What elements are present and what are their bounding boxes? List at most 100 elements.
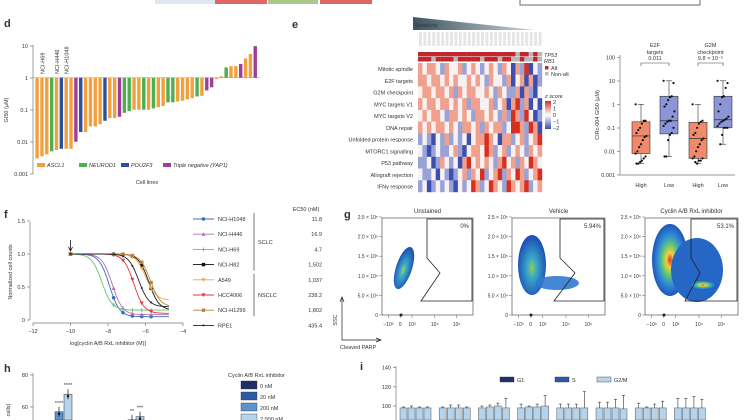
heatmap-cell xyxy=(519,63,525,75)
column-label xyxy=(520,32,524,46)
bar xyxy=(239,63,243,78)
data-point xyxy=(637,128,640,132)
y-tick-label: 0.001 xyxy=(601,173,615,179)
heatmap-cell xyxy=(475,121,481,134)
heatmap-cell xyxy=(471,180,476,193)
heatmap-cell xyxy=(453,168,459,181)
heatmap-cell xyxy=(480,86,485,99)
heatmap-cell xyxy=(444,63,450,75)
heatmap-cell xyxy=(457,74,463,87)
ec50-value: 1,037 xyxy=(308,278,322,284)
heatmap-cell xyxy=(462,145,467,158)
data-point xyxy=(721,119,725,122)
bar xyxy=(74,77,78,142)
heatmap-cell xyxy=(497,63,503,75)
x-tick-label: 10⁴ xyxy=(431,322,439,328)
legend-swatch xyxy=(240,413,258,420)
heatmap-cell xyxy=(449,133,454,146)
annotation-cell xyxy=(440,57,445,62)
panel-label-e: e xyxy=(292,19,298,31)
x-tick-label: −4 xyxy=(180,329,186,335)
heatmap-cell xyxy=(462,98,467,111)
heatmap-cell xyxy=(524,63,529,75)
heatmap-cell xyxy=(453,86,459,99)
data-point xyxy=(641,138,644,142)
heatmap-cell xyxy=(466,74,472,87)
y-tick-label: 1 xyxy=(612,103,615,109)
x-tick-label: −6 xyxy=(142,329,148,335)
heatmap-cell xyxy=(515,98,521,111)
annotation-cell xyxy=(418,57,423,62)
legend-label: NCI-H82 xyxy=(218,263,239,269)
heatmap-cell xyxy=(426,86,432,99)
annotation-cell xyxy=(497,52,503,57)
z-score-label: z score xyxy=(544,94,563,100)
heatmap-cell xyxy=(533,180,538,193)
y-tick-label: 10 xyxy=(22,44,28,50)
row-label: Mitotic spindle xyxy=(378,67,413,73)
heatmap-cell xyxy=(462,74,467,87)
heatmap-cell xyxy=(426,63,432,75)
heatmap-cell xyxy=(449,74,454,87)
data-point xyxy=(669,119,672,122)
significance-marker: ** xyxy=(130,409,135,415)
heatmap-cell xyxy=(537,86,543,99)
data-point xyxy=(636,150,639,153)
heatmap-cell xyxy=(506,168,512,181)
heatmap-cell xyxy=(422,74,428,87)
bar xyxy=(132,77,136,110)
heatmap-cell xyxy=(449,180,454,193)
x-tick-label: 10³ xyxy=(672,322,680,328)
heatmap-cell xyxy=(515,180,521,193)
heatmap-cell xyxy=(497,180,503,193)
heatmap-cell xyxy=(493,98,498,111)
heatmap-cell xyxy=(484,180,490,193)
y-tick-label: 10 xyxy=(609,79,615,85)
gate-percent: 5.94% xyxy=(584,224,602,230)
heatmap-cell xyxy=(418,74,423,87)
comparison-title: E2F xyxy=(650,43,661,49)
heatmap-cell xyxy=(457,156,463,169)
heatmap-cell xyxy=(457,98,463,111)
panel-f-chart: 0 0.5 1.0 1.5 −12 −10 −8 −6 −4 log[cyclin A/B RxL… xyxy=(8,207,322,347)
heatmap-cell xyxy=(493,133,498,146)
data-point xyxy=(667,99,670,102)
x-tick-label: 10⁴ xyxy=(562,322,570,328)
column-label xyxy=(516,32,520,46)
heatmap-cell xyxy=(480,133,485,146)
data-point xyxy=(717,110,720,113)
heatmap-cell xyxy=(528,109,534,122)
heatmap-cell xyxy=(435,133,441,146)
marker-dot xyxy=(112,253,115,256)
heatmap-cell xyxy=(502,145,507,158)
heatmap-cell xyxy=(506,63,512,75)
y-tick-label: 100 xyxy=(382,404,391,410)
y-tick-label: 2.0 × 10⁵ xyxy=(488,235,508,241)
annotation-cell xyxy=(422,57,428,62)
bar-annotation: NCI-H446 xyxy=(55,50,61,74)
series-line xyxy=(70,253,170,306)
heatmap-cell xyxy=(533,98,538,111)
row-label: MYC targets V2 xyxy=(374,114,413,120)
heatmap-cell xyxy=(418,98,423,111)
data-point xyxy=(664,122,667,125)
marker-dot xyxy=(69,253,72,256)
data-point xyxy=(138,417,142,420)
heatmap-cell xyxy=(528,133,534,146)
bar xyxy=(205,77,209,91)
flow-plot: Cyclin A/B RxL inhibitor 0 5.0 × 10⁴ 1.0 × … xyxy=(621,209,739,328)
annotation-legend-label: Non-alt xyxy=(551,72,569,78)
heatmap-cell xyxy=(422,133,428,146)
significance-marker: **** xyxy=(55,401,64,407)
gate xyxy=(420,218,473,302)
heatmap-cell xyxy=(431,168,436,181)
data-point xyxy=(697,122,701,125)
heatmap-cell xyxy=(457,63,463,75)
row-label: DNA repair xyxy=(386,126,413,132)
heatmap-cell xyxy=(426,156,432,169)
heatmap-cell xyxy=(533,109,538,122)
annotation-cell xyxy=(435,57,441,62)
column-label xyxy=(436,32,440,46)
legend-label: NCI-H69 xyxy=(218,247,239,253)
marker-square xyxy=(140,263,144,267)
